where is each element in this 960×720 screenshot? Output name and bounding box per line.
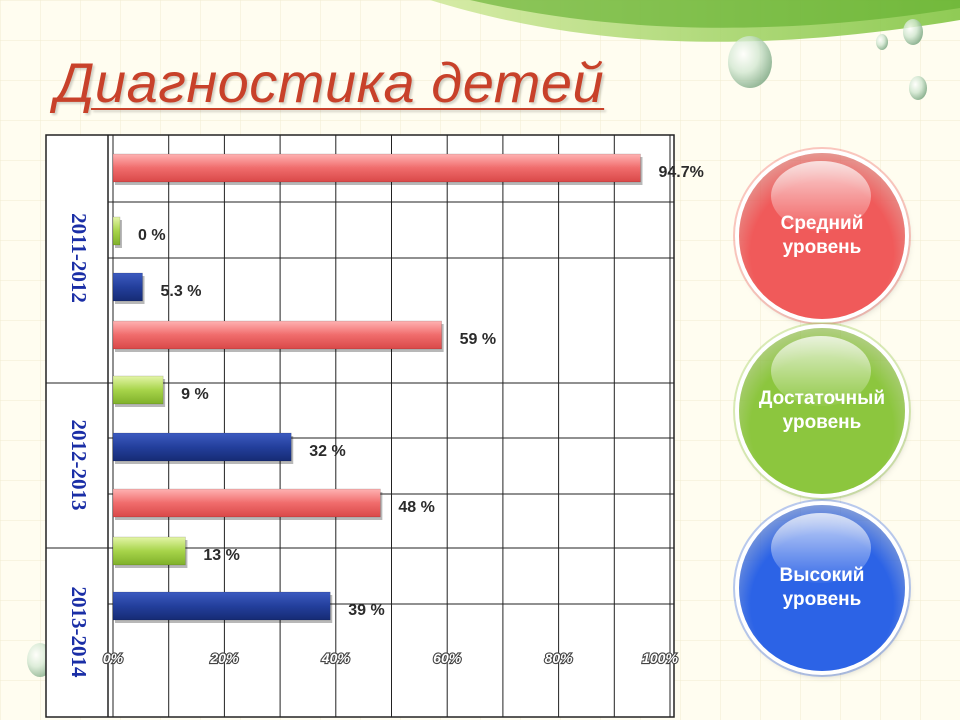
- data-label: 39 %: [348, 602, 384, 619]
- bar: [112, 216, 121, 246]
- legend-label: Средний уровень: [780, 213, 864, 258]
- page-title: Диагностика детей: [55, 51, 605, 114]
- data-label: 32 %: [309, 443, 345, 460]
- data-label: 13 %: [203, 547, 239, 564]
- period-labels: 2011-2012 2012-2013 2013-2014: [67, 213, 91, 678]
- bar: [112, 432, 292, 462]
- data-label: 59 %: [460, 331, 496, 348]
- data-label: 48 %: [398, 499, 434, 516]
- legend-label: Достаточный уровень: [758, 388, 886, 433]
- data-label: 94.7%: [658, 164, 703, 181]
- bar: [112, 320, 442, 350]
- bar: [112, 536, 186, 566]
- x-tick-label: 0%: [103, 650, 124, 666]
- x-tick-label: 80%: [545, 650, 574, 666]
- x-tick-label: 40%: [321, 650, 351, 666]
- x-tick-label: 20%: [209, 650, 239, 666]
- legend-label: Высокий уровень: [779, 565, 865, 610]
- bubble-highlight: [771, 161, 871, 231]
- x-tick-label: 60%: [433, 650, 462, 666]
- x-tick-labels: 0% 20% 40% 60% 80% 100%: [102, 649, 680, 667]
- legend-bubble: Средний уровень: [739, 153, 905, 319]
- bubble-highlight: [771, 513, 871, 583]
- bubble-highlight: [771, 336, 871, 406]
- data-label: 9 %: [181, 386, 209, 403]
- bar: [112, 375, 164, 405]
- data-label: 0 %: [138, 227, 166, 244]
- bar: [112, 153, 641, 183]
- legend-bubble: Высокий уровень: [739, 505, 905, 671]
- bars: 94.7% 0 % 5.3 % 59 % 9 % 32 % 48 % 13 % 39 %: [112, 153, 704, 623]
- bar: [112, 591, 331, 621]
- bar: [112, 272, 143, 302]
- period-label: 2013-2014: [67, 587, 91, 678]
- x-tick-label: 100%: [642, 650, 678, 666]
- legend-bubble: Достаточный уровень: [739, 328, 905, 494]
- period-label: 2011-2012: [67, 213, 91, 303]
- period-label: 2012-2013: [67, 420, 91, 511]
- data-label: 5.3 %: [161, 283, 202, 300]
- plot-area: [45, 134, 675, 718]
- bar: [112, 488, 381, 518]
